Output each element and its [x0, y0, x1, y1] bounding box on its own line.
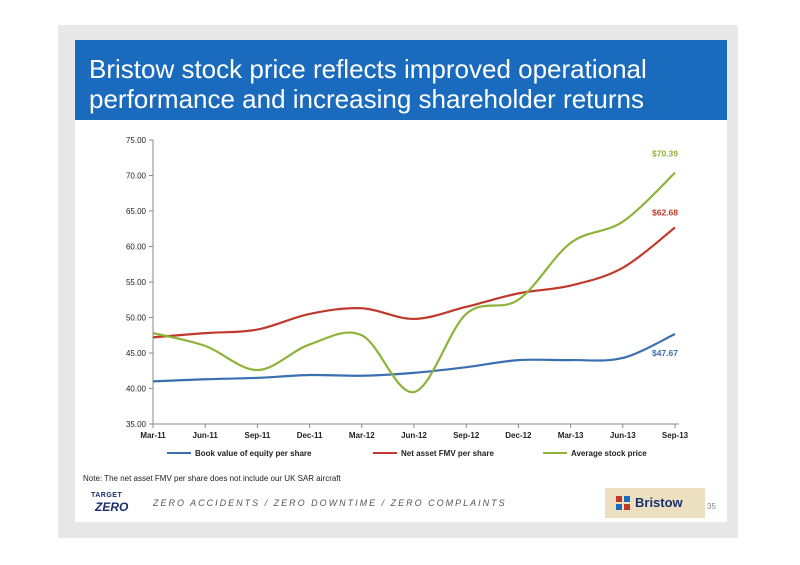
slide: Bristow stock price reflects improved op…: [75, 40, 727, 522]
chart-note: Note: The net asset FMV per share does n…: [83, 474, 341, 483]
slide-title: Bristow stock price reflects improved op…: [89, 54, 647, 114]
x-tick-label: Mar-13: [558, 431, 584, 440]
brand-name: Bristow: [635, 495, 683, 510]
legend-label: Average stock price: [571, 449, 647, 458]
x-tick-label: Sep-12: [453, 431, 480, 440]
x-tick-label: Jun-13: [610, 431, 636, 440]
y-tick-label: 40.00: [126, 385, 147, 394]
page-number: 35: [707, 502, 716, 511]
series-line: [152, 333, 676, 383]
series-line: [152, 171, 676, 394]
title-bar: Bristow stock price reflects improved op…: [75, 40, 727, 120]
y-tick-label: 50.00: [126, 314, 147, 323]
series-end-label: $62.68: [652, 207, 678, 217]
x-tick-label: Dec-12: [505, 431, 532, 440]
y-tick-label: 60.00: [126, 243, 147, 252]
series-line: [152, 226, 676, 339]
x-tick-label: Mar-12: [349, 431, 375, 440]
legend-label: Book value of equity per share: [195, 449, 312, 458]
x-tick-label: Mar-11: [140, 431, 166, 440]
x-tick-label: Sep-11: [245, 431, 271, 440]
footer-tagline: ZERO ACCIDENTS / ZERO DOWNTIME / ZERO CO…: [153, 498, 507, 508]
y-tick-label: 45.00: [126, 349, 147, 358]
series-end-label: $70.39: [652, 149, 678, 159]
bristow-mark-icon: [616, 496, 630, 510]
y-tick-label: 65.00: [126, 207, 147, 216]
x-tick-label: Jun-11: [193, 431, 219, 440]
line-chart: 75.00 70.00 65.00 60.00 55.00 50.00 45.00 40.00…: [126, 136, 689, 458]
y-tick-label: 35.00: [126, 420, 147, 429]
target-zero-logo: TARGET ZERO: [91, 492, 131, 514]
target-zero-logo-top: TARGET: [91, 492, 123, 499]
y-tick-label: 55.00: [126, 278, 147, 287]
series-end-label: $47.67: [652, 348, 678, 358]
y-tick-label: 75.00: [126, 136, 147, 145]
bristow-logo: Bristow: [605, 488, 705, 518]
y-tick-label: 70.00: [126, 172, 147, 181]
x-tick-label: Dec-11: [297, 431, 323, 440]
legend-label: Net asset FMV per share: [401, 449, 494, 458]
target-zero-logo-bottom: ZERO: [95, 500, 129, 514]
x-tick-label: Jun-12: [401, 431, 427, 440]
x-tick-label: Sep-13: [662, 431, 689, 440]
